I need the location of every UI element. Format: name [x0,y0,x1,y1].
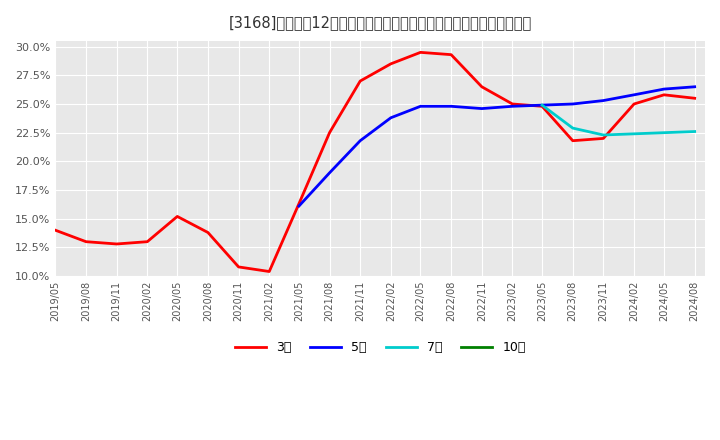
Title: [3168]　売上高12か月移動合計の対前年同期増減率の標準偏差の推移: [3168] 売上高12か月移動合計の対前年同期増減率の標準偏差の推移 [228,15,532,30]
Legend: 3年, 5年, 7年, 10年: 3年, 5年, 7年, 10年 [230,336,531,359]
